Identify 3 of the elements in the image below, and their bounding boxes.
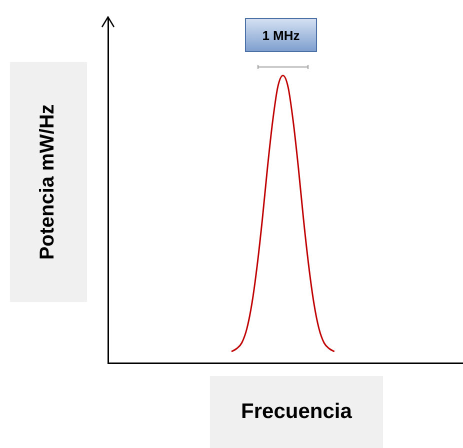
y-axis-title: Potencia mW/Hz [36, 104, 60, 260]
text: 1 MHz [245, 18, 317, 52]
x-axis-title: Frecuencia [210, 376, 383, 448]
